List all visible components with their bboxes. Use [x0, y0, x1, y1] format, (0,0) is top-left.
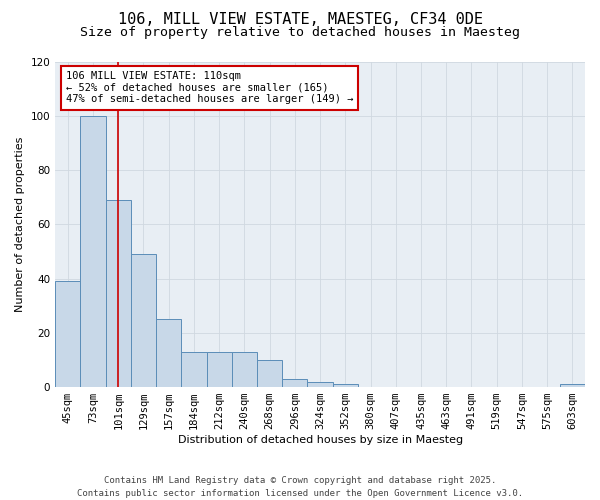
Bar: [257, 360, 282, 387]
Bar: [55, 282, 80, 387]
Bar: [131, 254, 156, 387]
Bar: [560, 384, 585, 387]
Text: 106, MILL VIEW ESTATE, MAESTEG, CF34 0DE: 106, MILL VIEW ESTATE, MAESTEG, CF34 0DE: [118, 12, 482, 28]
Bar: [80, 116, 106, 387]
Bar: [282, 379, 307, 387]
Text: Size of property relative to detached houses in Maesteg: Size of property relative to detached ho…: [80, 26, 520, 39]
Bar: [206, 352, 232, 387]
Y-axis label: Number of detached properties: Number of detached properties: [15, 136, 25, 312]
Bar: [232, 352, 257, 387]
Text: Contains HM Land Registry data © Crown copyright and database right 2025.
Contai: Contains HM Land Registry data © Crown c…: [77, 476, 523, 498]
Bar: [106, 200, 131, 387]
Bar: [181, 352, 206, 387]
Text: 106 MILL VIEW ESTATE: 110sqm
← 52% of detached houses are smaller (165)
47% of s: 106 MILL VIEW ESTATE: 110sqm ← 52% of de…: [66, 72, 353, 104]
X-axis label: Distribution of detached houses by size in Maesteg: Distribution of detached houses by size …: [178, 435, 463, 445]
Bar: [332, 384, 358, 387]
Bar: [307, 382, 332, 387]
Bar: [156, 320, 181, 387]
